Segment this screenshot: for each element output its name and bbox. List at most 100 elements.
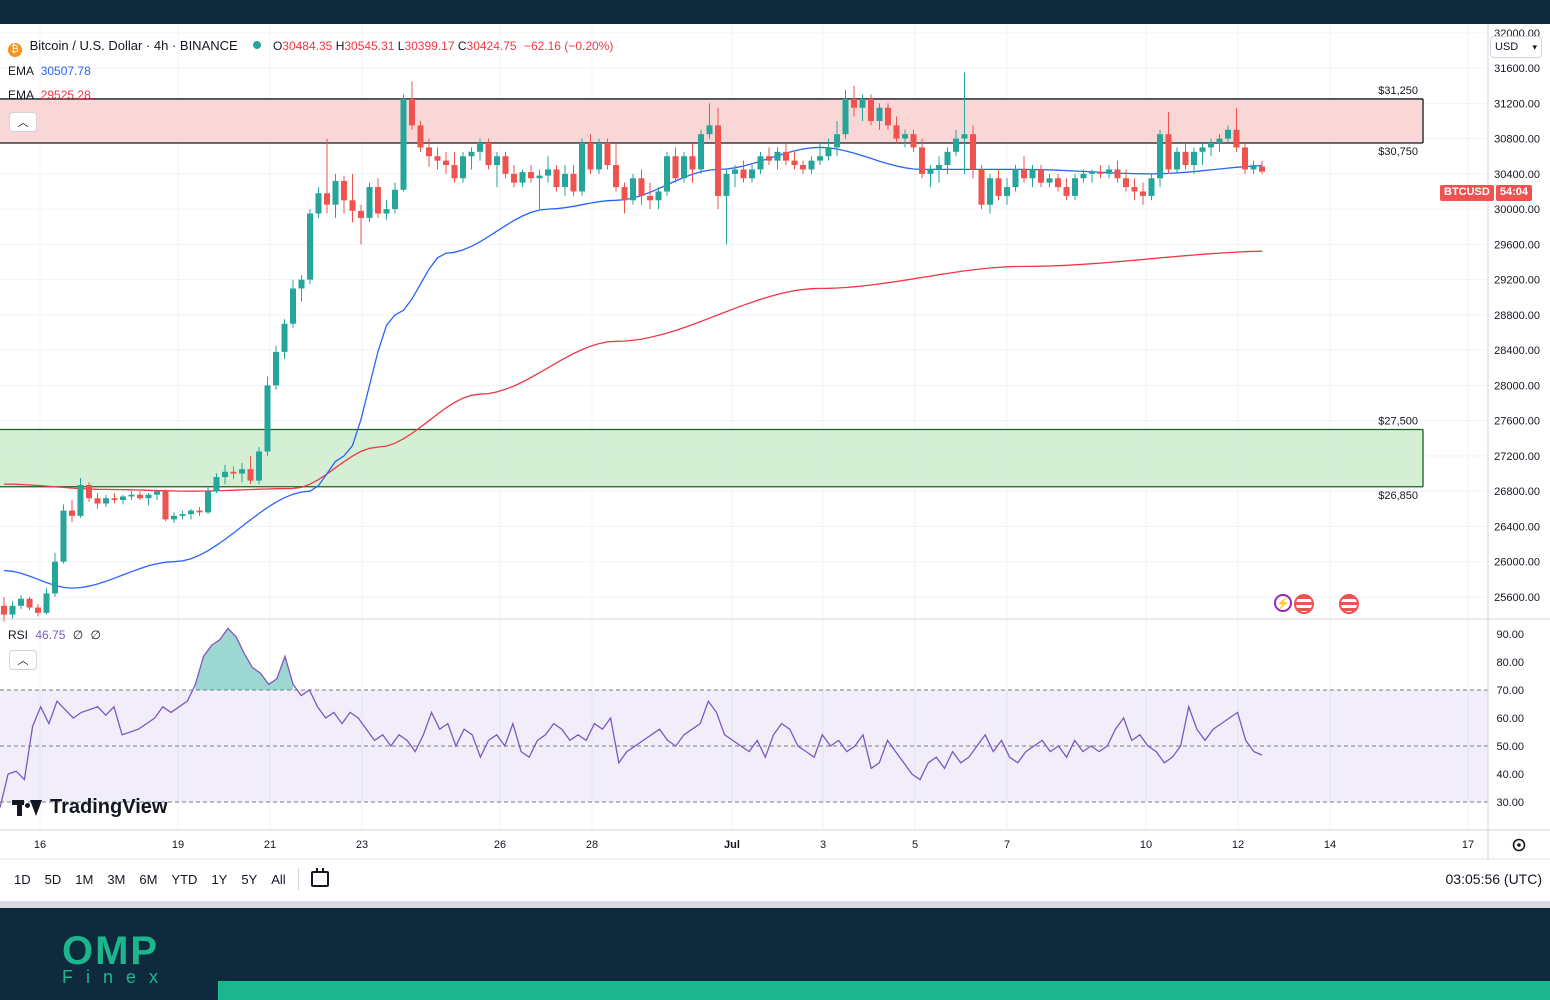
candle-body	[553, 169, 560, 188]
currency-selector[interactable]: USD ▾	[1490, 36, 1542, 58]
time-tick-label: 10	[1140, 839, 1152, 851]
candle-body	[383, 209, 390, 214]
tradingview-logo[interactable]: TradingView	[12, 796, 167, 819]
us-flag-event-icon[interactable]	[1294, 594, 1314, 614]
timeframe-1m[interactable]: 1M	[75, 871, 94, 887]
candle-body	[698, 134, 704, 170]
timeframe-3m[interactable]: 3M	[107, 871, 126, 887]
timeframe-ytd[interactable]: YTD	[171, 871, 198, 887]
ema-slow-legend[interactable]: EMA 29525.28	[8, 88, 91, 102]
timeframe-6m[interactable]: 6M	[139, 871, 158, 887]
candle-body	[281, 323, 288, 352]
candle-body	[417, 125, 424, 148]
timeframe-5d[interactable]: 5D	[44, 871, 62, 887]
time-tick-label: 21	[264, 839, 276, 851]
rsi-legend[interactable]: RSI 46.75 ∅ ∅	[8, 628, 101, 642]
candle-body	[451, 165, 458, 179]
ema-fast-line	[3, 146, 1263, 589]
candle-body	[1046, 178, 1053, 183]
candle-body	[120, 496, 126, 500]
symbol-title[interactable]: Bitcoin / U.S. Dollar · 4h · BINANCE	[29, 38, 238, 53]
candle-body	[103, 498, 109, 504]
event-icons[interactable]: ⚡	[1274, 594, 1359, 614]
candle-body	[630, 178, 636, 201]
candle-body	[1055, 178, 1061, 188]
rsi-label: RSI	[8, 628, 29, 642]
timeframe-all[interactable]: All	[271, 871, 286, 887]
candle-body	[247, 469, 254, 481]
candle-body	[528, 172, 534, 179]
candle-body	[732, 169, 738, 174]
candle-body	[128, 494, 135, 497]
chevron-down-icon: ▾	[1532, 41, 1537, 52]
ema-fast-legend[interactable]: EMA 30507.78	[8, 64, 91, 78]
candle-body	[800, 165, 806, 170]
candle-body	[681, 156, 687, 179]
ema-slow-value: 29525.28	[40, 88, 91, 102]
candle-body	[171, 515, 177, 520]
candle-body	[1080, 173, 1087, 179]
candle-body	[43, 593, 50, 613]
footer-accent-bar	[218, 981, 1550, 1000]
candle-body	[222, 471, 228, 478]
chart-container[interactable]: $31,250 $30,750 $27,500 $26,850 90.00 80.00 7…	[0, 24, 1550, 901]
candle-body	[970, 134, 976, 170]
timeframe-1d[interactable]: 1D	[14, 871, 31, 887]
candle-body	[86, 485, 92, 499]
candle-body	[69, 510, 75, 516]
candle-body	[817, 156, 823, 161]
utc-clock[interactable]: 03:05:56 (UTC)	[1445, 871, 1542, 887]
price-tag-symbol: BTCUSD	[1440, 185, 1494, 201]
candle-body	[1157, 134, 1163, 179]
price-tick-label: 29600.00	[1494, 239, 1540, 251]
footer-divider	[0, 901, 1550, 908]
ohlc-low-label: L	[397, 39, 405, 53]
candle-body	[400, 98, 407, 190]
candle-body	[545, 169, 551, 176]
candle-body	[613, 165, 619, 188]
chart-svg[interactable]: $31,250 $30,750 $27,500 $26,850 90.00 80.00 7…	[0, 24, 1550, 901]
us-flag-event-icon[interactable]	[1339, 594, 1359, 614]
chevron-up-icon: ︿	[17, 655, 29, 667]
candle-body	[944, 151, 951, 166]
candle-body	[349, 200, 356, 211]
candle-body	[205, 491, 211, 513]
symbol-legend: ₿ Bitcoin / U.S. Dollar · 4h · BINANCE O…	[8, 38, 613, 57]
candle-body	[1038, 169, 1044, 183]
rsi-extra-1: ∅	[72, 628, 84, 642]
time-tick-label: 12	[1232, 839, 1244, 851]
candle-body	[1182, 151, 1189, 166]
candle-body	[647, 195, 653, 201]
candle-body	[1174, 151, 1180, 170]
candle-body	[876, 107, 883, 121]
price-tick-label: 30800.00	[1494, 134, 1540, 146]
rsi-tick-label: 30.00	[1496, 797, 1524, 809]
date-range-icon[interactable]	[310, 868, 329, 887]
rsi-overbought-fill	[195, 628, 294, 690]
support-low-label: $26,850	[1378, 490, 1418, 502]
omp-logo: OMP	[62, 929, 160, 973]
collapse-rsi-button[interactable]: ︿	[9, 650, 37, 670]
brand-footer: OMP Finex	[0, 901, 1550, 1000]
bitcoin-icon: ₿	[8, 43, 22, 57]
candle-body	[978, 169, 985, 205]
rsi-line	[0, 627, 1263, 808]
candle-body	[35, 607, 41, 613]
market-status-icon	[253, 41, 262, 49]
candle-body	[953, 138, 959, 152]
ohlc-high-label: H	[335, 39, 345, 53]
candle-body	[851, 98, 857, 108]
rsi-tick-label: 70.00	[1496, 685, 1524, 697]
flash-event-icon[interactable]: ⚡	[1274, 594, 1292, 612]
timeframe-5y[interactable]: 5Y	[241, 871, 258, 887]
candle-body	[375, 187, 381, 214]
candle-body	[477, 143, 483, 152]
timeframe-1y[interactable]: 1Y	[211, 871, 228, 887]
ohlc-low: 30399.17	[404, 39, 455, 53]
time-tick-label: 17	[1462, 839, 1474, 851]
candle-body	[77, 485, 84, 516]
candle-body	[808, 160, 815, 170]
candle-body	[995, 178, 1002, 196]
price-tick-label: 29200.00	[1494, 275, 1540, 287]
collapse-legend-button[interactable]: ︿	[9, 112, 37, 132]
